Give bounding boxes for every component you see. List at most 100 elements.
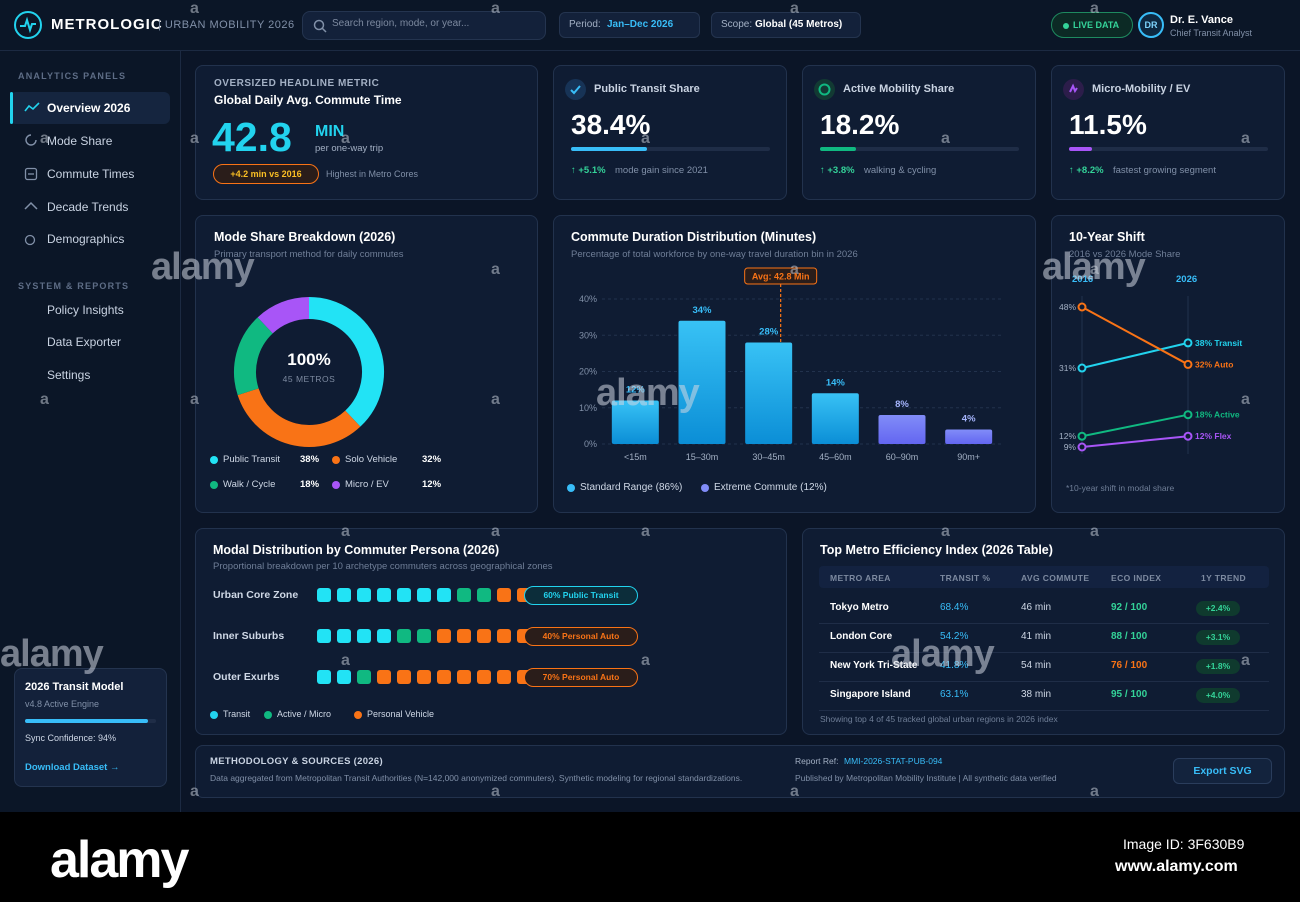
- bar-value-label: 12%: [626, 385, 646, 396]
- persona-cell-vehicle: [417, 670, 431, 684]
- sidebar-item-policy-insights[interactable]: Policy Insights: [10, 294, 170, 326]
- download-dataset-link[interactable]: Download Dataset →: [25, 762, 120, 773]
- live-data-badge[interactable]: LIVE DATA: [1051, 12, 1133, 38]
- sidebar-item-decade-trends[interactable]: Decade Trends: [10, 191, 170, 223]
- watermark-letter: a: [641, 652, 650, 669]
- commute-distribution-card: Commute Duration Distribution (Minutes) …: [553, 215, 1036, 513]
- report-ref-value[interactable]: MMI-2026-STAT-PUB-094: [844, 756, 943, 766]
- donut-slice-micro-ev: [257, 297, 310, 334]
- period-selector[interactable]: Period: Jan–Dec 2026: [559, 12, 700, 38]
- sidebar-item-commute-times[interactable]: Commute Times: [10, 158, 170, 190]
- persona-cell-vehicle: [497, 670, 511, 684]
- legend-label: Solo Vehicle: [345, 454, 398, 465]
- sidebar-item-mode-share[interactable]: Mode Share: [10, 125, 170, 157]
- legend-transit-dot: [210, 711, 218, 719]
- export-svg-button[interactable]: Export SVG: [1173, 758, 1272, 784]
- headline-delta-text: +4.2 min vs 2016: [230, 169, 302, 179]
- shift-point-right: [1183, 410, 1193, 420]
- search-box[interactable]: [302, 11, 546, 40]
- shift-label-right: 18% Active: [1195, 410, 1240, 420]
- cell-commute: 38 min: [1021, 689, 1052, 700]
- col-transit: TRANSIT %: [940, 573, 991, 583]
- avatar[interactable]: DR: [1138, 12, 1164, 38]
- sidebar-item-settings[interactable]: Settings: [10, 359, 170, 391]
- persona-cell-active: [357, 670, 371, 684]
- watermark-letter: a: [491, 783, 500, 800]
- shift-point-left: [1077, 431, 1087, 441]
- watermark-letter: a: [1241, 652, 1250, 669]
- watermark-letter: a: [1090, 783, 1099, 800]
- sidebar-item-label: Data Exporter: [47, 335, 122, 349]
- cell-trend-badge: +4.0%: [1196, 688, 1240, 703]
- persona-cell-vehicle: [437, 670, 451, 684]
- bar-0: [611, 400, 659, 444]
- live-data-label: LIVE DATA: [1073, 20, 1120, 30]
- persona-cell-transit: [337, 588, 351, 602]
- persona-cell-vehicle: [377, 670, 391, 684]
- watermark-letter: a: [790, 0, 799, 17]
- headline-metric-card: OVERSIZED HEADLINE METRIC Global Daily A…: [195, 65, 538, 200]
- sidebar-item-data-exporter[interactable]: Data Exporter: [10, 326, 170, 358]
- kpi-note: fastest growing segment: [1113, 165, 1216, 176]
- scope-selector[interactable]: Scope: Global (45 Metros): [711, 12, 861, 38]
- kpi-card-micro-mobility: Micro-Mobility / EV 11.5% ↑ +8.2% fastes…: [1051, 65, 1285, 200]
- scope-value: Global (45 Metros): [755, 19, 843, 30]
- kpi-value: 38.4%: [571, 109, 651, 140]
- table-row[interactable]: New York Tri-State 41.8% 54 min 76 / 100 +1.…: [819, 653, 1269, 682]
- kpi-note: mode gain since 2021: [615, 165, 708, 176]
- sync-progress: [25, 719, 156, 723]
- kpi-title: Public Transit Share: [594, 83, 700, 95]
- shift-note: *10-year shift in modal share: [1066, 483, 1175, 493]
- watermark-text: alamy: [0, 633, 104, 675]
- scope-label: Scope:: [721, 19, 753, 30]
- cell-commute: 41 min: [1021, 631, 1052, 642]
- method-title: METHODOLOGY & SOURCES (2026): [210, 756, 383, 767]
- shift-line-auto: [1081, 306, 1189, 366]
- table-row[interactable]: Tokyo Metro 68.4% 46 min 92 / 100 +2.4%: [819, 595, 1269, 624]
- commute-bar-chart: 0% 10% 20% 30% 40% 12% <15m 34% 15–30m 28% 30–45m 1…: [579, 267, 1002, 462]
- table-row[interactable]: London Core 54.2% 41 min 88 / 100 +3.1%: [819, 624, 1269, 653]
- x-tick-label: 60–90m: [886, 452, 919, 462]
- watermark-letter: a: [1090, 523, 1099, 540]
- shift-subtitle: 2016 vs 2026 Mode Share: [1069, 249, 1181, 260]
- persona-tag: 70% Personal Auto: [524, 668, 638, 687]
- persona-cell-transit: [357, 588, 371, 602]
- y-tick-label: 10%: [579, 403, 597, 413]
- chart-subtitle: Percentage of total workforce by one-way…: [571, 249, 858, 260]
- headline-value: 42.8: [212, 114, 292, 160]
- shift-line-flex: [1081, 435, 1189, 448]
- bar-5: [945, 429, 993, 444]
- donut-center-value: 100%: [287, 350, 331, 369]
- watermark-letter: a: [1241, 130, 1250, 147]
- y-tick-label: 20%: [579, 367, 597, 377]
- sidebar-item-demographics[interactable]: Demographics: [10, 223, 170, 255]
- sidebar-item-label: Commute Times: [47, 167, 135, 181]
- logo-pulse-icon: [14, 11, 42, 39]
- persona-cell-transit: [437, 588, 451, 602]
- shift-label-right: 12% Flex: [1195, 431, 1232, 441]
- kpi-delta: ↑ +5.1%: [571, 165, 606, 176]
- persona-tag: 60% Public Transit: [524, 586, 638, 605]
- bar-value-label: 14%: [826, 377, 846, 388]
- period-value: Jan–Dec 2026: [607, 19, 674, 30]
- kpi-progress-fill: [571, 147, 648, 151]
- table-header: METRO AREA TRANSIT % AVG COMMUTE ECO IND…: [819, 566, 1269, 588]
- legend-dot: [332, 481, 340, 489]
- cell-eco: 88 / 100: [1111, 631, 1148, 642]
- watermark-image-id: Image ID: 3F630B9: [1123, 836, 1245, 852]
- sidebar-item-overview[interactable]: Overview 2026: [10, 92, 170, 124]
- legend-label: Micro / EV: [345, 479, 389, 490]
- headline-kicker: OVERSIZED HEADLINE METRIC: [214, 78, 380, 89]
- table-row[interactable]: Singapore Island 63.1% 38 min 95 / 100 +4.0%: [819, 682, 1269, 711]
- legend-active-dot: [264, 711, 272, 719]
- watermark-letter: a: [341, 523, 350, 540]
- persona-cell-vehicle: [397, 670, 411, 684]
- ten-year-shift-card: 10-Year Shift 2016 vs 2026 Mode Share 20…: [1051, 215, 1285, 513]
- kpi-card-active-mobility: Active Mobility Share 18.2% ↑ +3.8% walk…: [802, 65, 1036, 200]
- user-role: Chief Transit Analyst: [1170, 28, 1253, 38]
- watermark-letter: a: [190, 783, 199, 800]
- search-input[interactable]: [332, 18, 532, 29]
- cell-trend-badge: +2.4%: [1196, 601, 1240, 616]
- persona-cell-transit: [357, 629, 371, 643]
- kpi-progress: [820, 147, 1019, 151]
